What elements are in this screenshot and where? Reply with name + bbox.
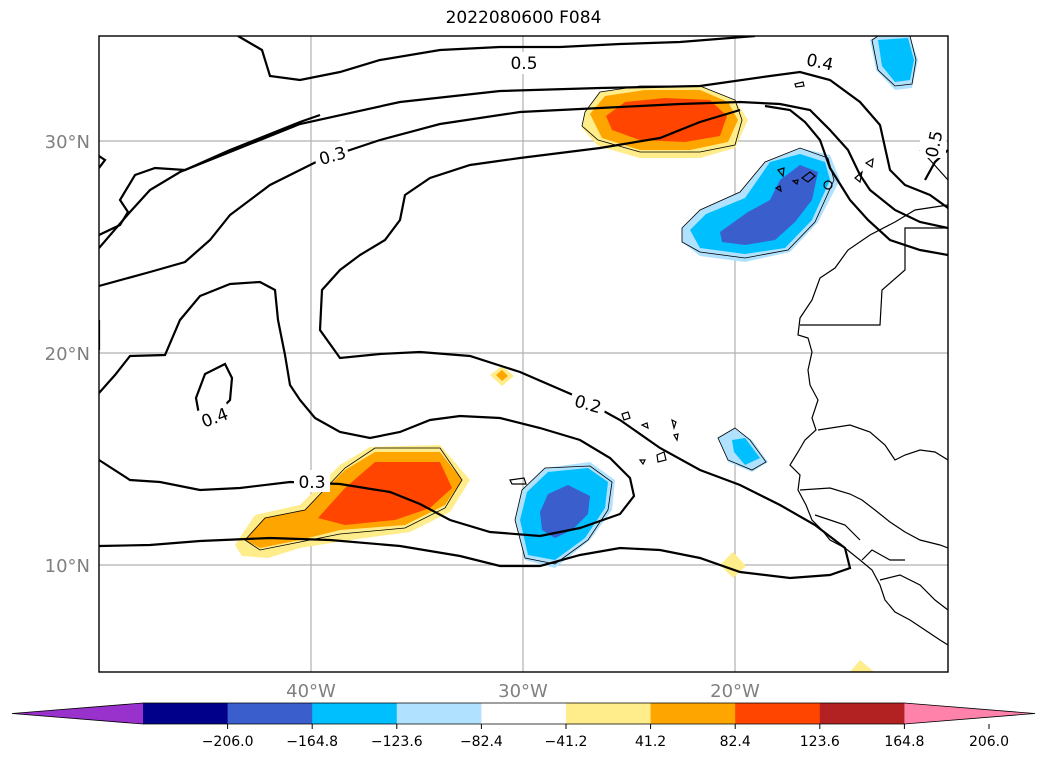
colorbar-cell bbox=[396, 703, 482, 724]
coastlines bbox=[789, 149, 948, 646]
colorbar-cell bbox=[650, 703, 736, 724]
colorbar-tick-label: −123.6 bbox=[371, 734, 423, 750]
lon-label-30w: 30°W bbox=[498, 681, 548, 702]
positive-anomaly-south bbox=[235, 445, 470, 558]
colorbar-tick-label: 41.2 bbox=[635, 734, 666, 750]
negative-anomaly-canaries bbox=[682, 148, 840, 262]
colorbar-tick-label: 123.6 bbox=[800, 734, 840, 750]
colorbar-tick-label: 82.4 bbox=[720, 734, 751, 750]
colorbar-cell bbox=[819, 703, 905, 724]
colorbar-tick-label: 164.8 bbox=[884, 734, 924, 750]
colorbar-tick-label: −41.2 bbox=[545, 734, 588, 750]
colorbar-cell bbox=[566, 703, 652, 724]
colorbar: −206.0 −164.8 −123.6 −82.4 −41.2 41.2 82.4 123.… bbox=[11, 702, 1036, 750]
colorbar-tick-label: −164.8 bbox=[286, 734, 338, 750]
colorbar-cell bbox=[143, 703, 229, 724]
colorbar-cell bbox=[481, 703, 567, 724]
longitude-labels: 40°W 30°W 20°W bbox=[286, 681, 760, 702]
lat-label-10n: 10°N bbox=[45, 556, 90, 577]
colorbar-extend-high bbox=[904, 703, 1035, 724]
map-frame bbox=[98, 35, 949, 673]
colorbar-cell bbox=[227, 703, 313, 724]
map-plot-area: 0.5 0.4 0.3 0.5 0.2 0.4 0.3 bbox=[99, 36, 948, 672]
map-title: 2022080600 F084 bbox=[445, 8, 602, 28]
negative-anomaly-south bbox=[515, 462, 615, 568]
latitude-labels: 30°N 20°N 10°N bbox=[45, 132, 90, 577]
contour-label-03-south: 0.3 bbox=[298, 473, 325, 493]
islands bbox=[509, 81, 874, 485]
lat-label-20n: 20°N bbox=[45, 344, 90, 365]
lon-label-40w: 40°W bbox=[286, 681, 336, 702]
contour-label-05-top: 0.5 bbox=[510, 54, 537, 74]
colorbar-cell bbox=[735, 703, 821, 724]
lon-label-20w: 20°W bbox=[710, 681, 760, 702]
colorbar-cell bbox=[312, 703, 398, 724]
positive-anomaly-north bbox=[582, 86, 748, 158]
colorbar-tick-label: −82.4 bbox=[460, 734, 503, 750]
colorbar-extend-low bbox=[12, 703, 143, 724]
colorbar-outline bbox=[11, 702, 1036, 725]
lat-label-30n: 30°N bbox=[45, 132, 90, 153]
colorbar-tick-label: −206.0 bbox=[202, 734, 254, 750]
colorbar-tick-label: 206.0 bbox=[969, 734, 1009, 750]
